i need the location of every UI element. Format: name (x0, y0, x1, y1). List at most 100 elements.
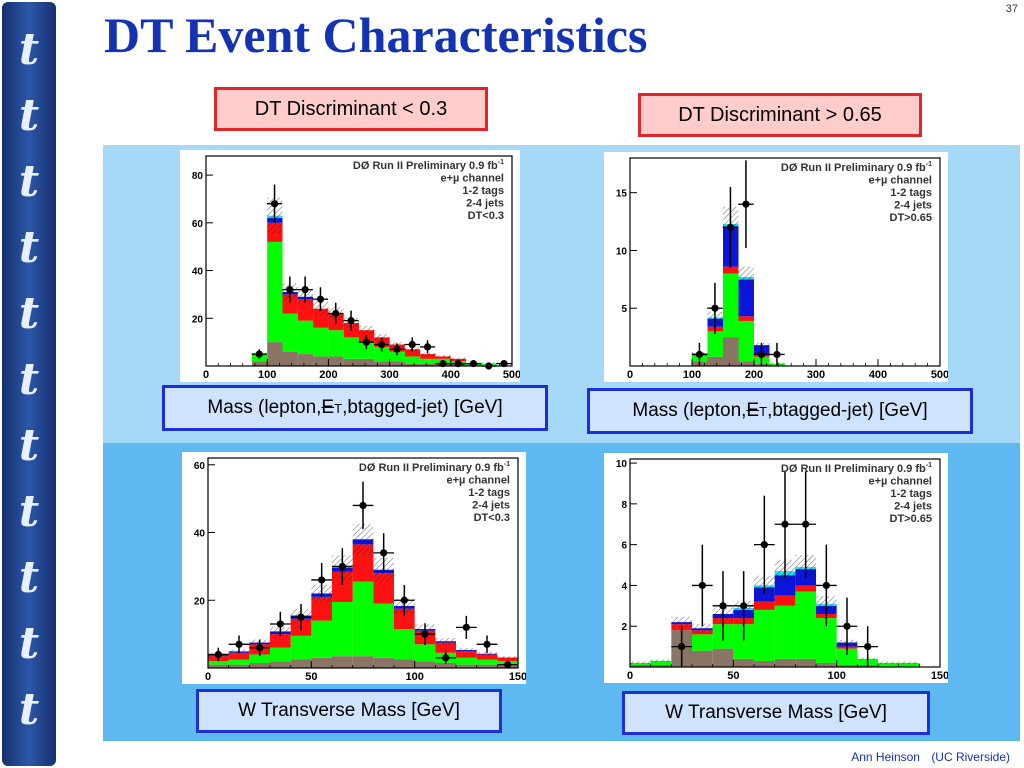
legend-experiment: DØ Run II Preliminary 0.9 fb-1 (353, 159, 504, 172)
x-tick-label: 400 (869, 369, 887, 381)
data-point (726, 223, 735, 231)
data-point (378, 340, 386, 349)
bar-segment-brown (270, 661, 291, 668)
uncertainty-band (738, 266, 754, 288)
bar-segment-red (394, 608, 415, 630)
bar-segment-green (476, 659, 498, 665)
data-point (442, 654, 450, 662)
data-point (462, 623, 470, 631)
xlabel-mass-prefix: Mass (lepton, (207, 397, 322, 418)
data-point (781, 520, 789, 528)
met-subscript: T (759, 403, 768, 419)
y-tick-label: 40 (194, 529, 206, 540)
bar-segment-green (754, 609, 775, 661)
footer: Ann Heinson (UC Riverside) (843, 750, 1010, 764)
legend-tags: 1-2 tags (890, 187, 932, 199)
legend-tags: 1-2 tags (462, 185, 504, 197)
met-subscript: T (334, 400, 343, 416)
legend-channel: e+µ channel (446, 475, 510, 487)
bar-segment-green (374, 346, 390, 362)
x-tick-label: 150 (931, 670, 948, 682)
uncertainty-band (650, 659, 672, 663)
bar-segment-brown (352, 656, 374, 668)
sidebar-letter: t (18, 222, 40, 273)
data-point (485, 362, 493, 370)
legend-lumi-superscript: -1 (504, 461, 510, 468)
bar-segment-green (343, 337, 359, 359)
legend-cut: DT>0.65 (890, 212, 933, 224)
data-point (500, 360, 508, 368)
bar-segment-red (723, 266, 739, 274)
legend-jets: 2-4 jets (894, 501, 932, 513)
data-point (698, 581, 706, 590)
data-point (380, 549, 388, 557)
x-tick-label: 0 (627, 670, 633, 682)
bar-segment-red (738, 316, 754, 321)
legend-jets: 2-4 jets (472, 500, 510, 512)
data-point (695, 350, 704, 359)
legend-cut: DT>0.65 (890, 513, 933, 525)
uncertainty-band (692, 623, 713, 633)
uncertainty-band (497, 656, 518, 659)
data-point (773, 350, 781, 359)
bar-segment-red (497, 657, 518, 662)
bar-segment-brown (435, 662, 456, 668)
xlabel-mass-low: Mass (lepton, E T ,btagged-jet) [GeV] (162, 385, 548, 431)
legend-jets: 2-4 jets (894, 200, 932, 212)
sidebar-letter: t (18, 684, 40, 735)
bar-segment-green (723, 273, 739, 338)
data-point (256, 644, 264, 652)
data-point (454, 360, 462, 368)
bar-segment-green (420, 358, 436, 364)
bar-segment-green (297, 320, 314, 355)
bar-segment-brown (249, 662, 270, 668)
xlabel-wmt-high: W Transverse Mass [GeV] (622, 691, 930, 735)
bar-segment-brown (359, 358, 375, 366)
bar-segment-green (313, 327, 329, 357)
bar-segment-green (878, 662, 899, 667)
bar-segment-brown (738, 361, 754, 366)
sidebar-letter: t (18, 486, 40, 537)
bar-segment-brown (733, 658, 754, 667)
sidebar-letter: t (18, 420, 40, 471)
y-tick-label: 15 (616, 189, 628, 200)
x-tick-label: 0 (627, 369, 633, 381)
bar-segment-brown (404, 363, 421, 366)
data-point (408, 340, 416, 349)
met-symbol: E (321, 397, 335, 418)
plot-wmt-high: 0 50 100 150 2 4 6 8 10 DØ Run II Preliminary 0.9… (604, 453, 948, 683)
x-tick-label: 200 (745, 369, 763, 381)
data-point (362, 338, 370, 346)
y-tick-label: 20 (194, 596, 206, 607)
bar-segment-red (270, 634, 291, 648)
met-symbol: E (746, 400, 760, 421)
bar-segment-blue (738, 279, 754, 317)
bar-segment-red (404, 349, 421, 357)
data-point (316, 295, 325, 303)
data-point (421, 630, 429, 638)
bar-segment-green (456, 657, 477, 665)
bar-segment-red (420, 354, 436, 359)
x-tick-label: 500 (503, 369, 520, 381)
footer-affiliation: (UC Riverside) (931, 750, 1010, 764)
sidebar-letter: t (18, 552, 40, 603)
bar-segment-green (311, 620, 332, 658)
bar-segment-brown (630, 664, 651, 667)
data-point (214, 650, 222, 659)
data-point (742, 200, 750, 208)
bar-segment-brown (267, 342, 283, 366)
bar-segment-brown (707, 356, 723, 366)
bar-segment-brown (795, 658, 816, 667)
data-point (439, 360, 447, 368)
data-point (318, 576, 326, 584)
sidebar: t t t t t t t t t t t (0, 0, 58, 768)
xlabel-mass-prefix: Mass (lepton, (632, 400, 747, 421)
data-point (864, 643, 872, 651)
y-tick-label: 60 (192, 219, 204, 230)
header-dt-low: DT Discriminant < 0.3 (214, 87, 488, 131)
bar-segment-brown (332, 656, 353, 668)
bar-segment-brown (420, 363, 436, 366)
bar-segment-green (249, 654, 270, 663)
data-point (719, 602, 727, 610)
bar-segment-green (332, 601, 353, 657)
